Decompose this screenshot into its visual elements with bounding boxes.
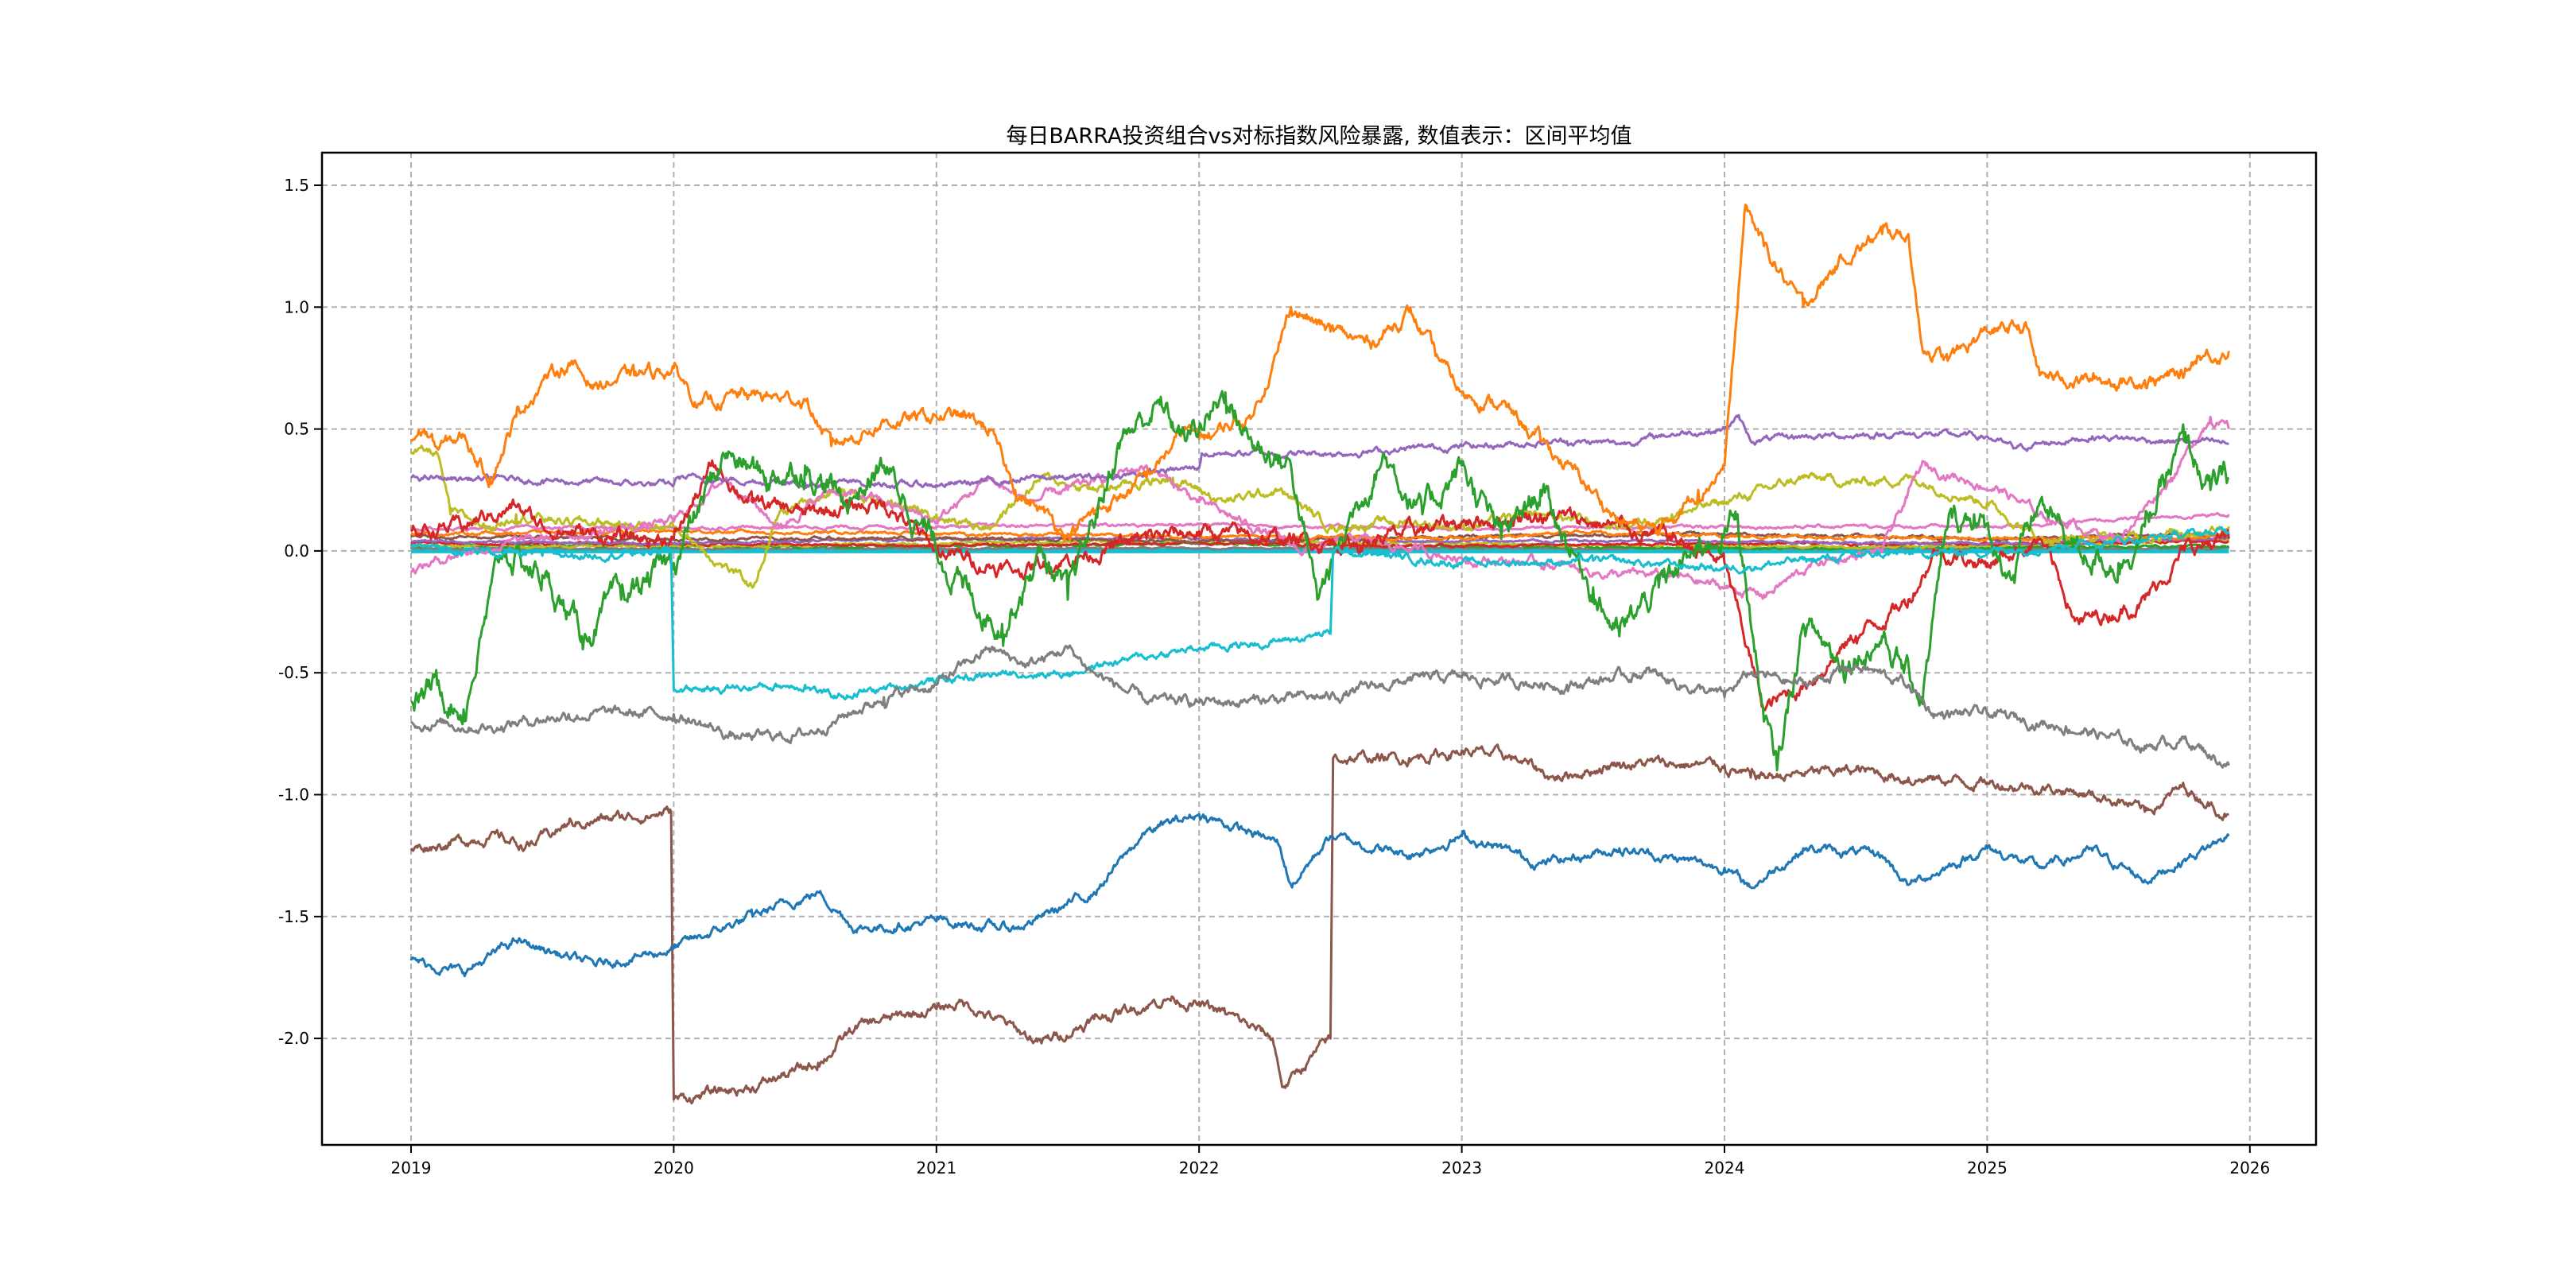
y-tick-label: 0.0 [284,541,309,561]
series-line-brown [409,743,2229,1105]
series-line-olive [410,444,2230,589]
x-tick-label: 2019 [391,1158,432,1177]
x-axis: 2019 2020 2021 2022 2023 2024 2025 2026 [391,1145,2270,1177]
series-line-blue [409,813,2230,978]
series-line-red [409,459,2230,712]
series-line-pink-2 [410,511,2230,533]
series-line-green [410,390,2230,772]
series-group [409,204,2230,1105]
grid [322,153,2316,1145]
chart-title: 每日BARRA投资组合vs对标指数风险暴露, 数值表示：区间平均值 [1006,124,1631,149]
series-line-cyan [410,526,2230,700]
x-tick-label: 2022 [1179,1158,1220,1177]
x-tick-label: 2026 [2229,1158,2270,1177]
x-tick-label: 2020 [654,1158,694,1177]
y-tick-label: 0.5 [284,420,309,439]
y-axis: 1.5 1.0 0.5 0.0 -0.5 -1.0 -1.5 -2.0 [278,176,322,1048]
series-line-olive-2 [410,537,2230,550]
y-tick-label: 1.0 [284,297,309,316]
x-tick-label: 2025 [1967,1158,2008,1177]
x-tick-label: 2024 [1705,1158,1745,1177]
y-tick-label: -2.0 [278,1029,309,1048]
y-tick-label: -0.5 [278,663,309,682]
series-line-gray [409,644,2230,769]
x-tick-label: 2021 [916,1158,956,1177]
series-line-orange-2 [410,528,2230,543]
series-line-purple [410,413,2229,490]
axes-frame [320,151,2318,1146]
y-tick-label: -1.5 [278,907,309,926]
y-tick-label: 1.5 [284,176,309,195]
y-tick-label: -1.0 [278,786,309,805]
series-line-pink [409,415,2230,600]
x-tick-label: 2023 [1441,1158,1482,1177]
series-line-orange [410,204,2230,543]
